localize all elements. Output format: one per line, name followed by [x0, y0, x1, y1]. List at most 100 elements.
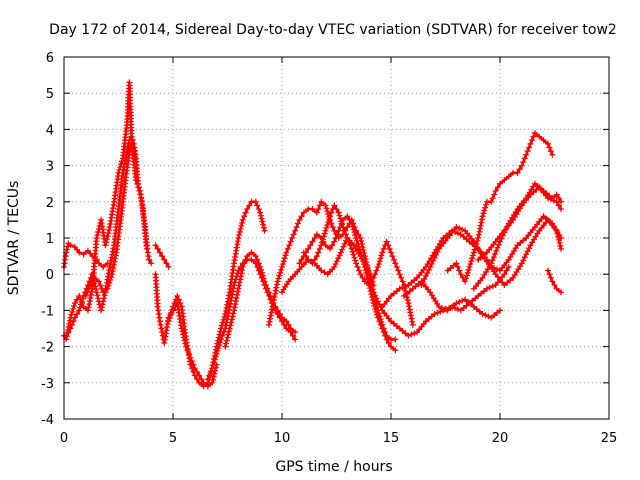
data-point-marker: [494, 184, 501, 191]
data-point-marker: [296, 260, 303, 267]
data-point-marker: [326, 245, 333, 252]
data-point-marker: [252, 253, 259, 260]
data-point-marker: [108, 271, 115, 278]
data-point-marker: [213, 350, 220, 357]
data-point-marker: [316, 202, 323, 209]
data-point-marker: [531, 130, 538, 137]
data-point-marker: [520, 257, 527, 264]
data-point-marker: [266, 318, 273, 325]
data-point-marker: [489, 283, 496, 290]
data-point-marker: [372, 271, 379, 278]
data-point-marker: [279, 261, 286, 268]
data-point-marker: [524, 148, 531, 155]
data-point-marker: [434, 309, 441, 316]
data-point-marker: [222, 343, 229, 350]
data-point-marker: [238, 270, 245, 277]
data-point-marker: [272, 290, 279, 297]
data-point-marker: [260, 224, 267, 231]
data-point-marker: [370, 300, 377, 307]
data-point-marker: [79, 295, 86, 302]
x-tick-label: 0: [60, 431, 68, 446]
data-point-marker: [91, 274, 98, 281]
data-point-marker: [427, 263, 434, 270]
y-tick-label: -1: [41, 304, 54, 319]
data-point-marker: [491, 191, 498, 198]
data-point-marker: [229, 313, 236, 320]
data-point-marker: [207, 368, 214, 375]
y-axis-label: SDTVAR / TECUs: [6, 181, 22, 296]
data-point-marker: [292, 336, 299, 343]
data-point-marker: [154, 245, 161, 252]
data-point-marker: [300, 209, 307, 216]
data-point-marker: [435, 303, 442, 310]
data-point-marker: [405, 332, 412, 339]
data-point-marker: [223, 337, 230, 344]
data-point-marker: [277, 269, 284, 276]
data-point-marker: [187, 361, 194, 368]
data-point-marker: [346, 216, 353, 223]
data-point-marker: [103, 236, 110, 243]
data-point-marker: [523, 151, 530, 158]
data-point-marker: [109, 248, 116, 255]
data-point-marker: [107, 260, 114, 267]
data-point-marker: [225, 331, 232, 338]
data-point-marker: [549, 151, 556, 158]
data-point-marker: [325, 219, 332, 226]
data-point-marker: [193, 376, 200, 383]
data-point-marker: [223, 340, 230, 347]
data-point-marker: [242, 209, 249, 216]
data-point-marker: [374, 311, 381, 318]
data-point-marker: [526, 245, 533, 252]
x-tick-label: 5: [169, 431, 177, 446]
data-point-marker: [216, 331, 223, 338]
data-point-marker: [324, 208, 331, 215]
data-point-marker: [98, 285, 105, 292]
data-point-marker: [110, 264, 117, 271]
data-point-marker: [106, 279, 113, 286]
data-point-marker: [474, 237, 481, 244]
data-point-marker: [269, 303, 276, 310]
data-point-marker: [354, 240, 361, 247]
data-point-marker: [373, 308, 380, 315]
data-point-marker: [159, 253, 166, 260]
data-point-marker: [530, 133, 537, 140]
y-tick-label: 6: [46, 51, 54, 66]
data-point-marker: [479, 311, 486, 318]
data-point-marker: [409, 321, 416, 328]
data-point-marker: [296, 216, 303, 223]
data-point-marker: [239, 216, 246, 223]
data-point-marker: [105, 230, 112, 237]
data-point-marker: [204, 376, 211, 383]
data-point-marker: [376, 258, 383, 265]
y-tick-label: 3: [46, 160, 54, 175]
data-point-marker: [105, 282, 112, 289]
data-point-marker: [389, 253, 396, 260]
data-point-marker: [71, 303, 78, 310]
data-point-marker: [85, 304, 92, 311]
data-point-marker: [528, 137, 535, 144]
data-point-marker: [319, 236, 326, 243]
data-point-marker: [248, 249, 255, 256]
data-point-marker: [475, 235, 482, 241]
data-point-marker: [333, 258, 340, 265]
data-point-marker: [459, 274, 466, 281]
data-point-marker: [227, 322, 234, 329]
data-point-marker: [453, 224, 460, 231]
data-point-marker: [399, 284, 406, 291]
data-point-marker: [470, 249, 477, 256]
data-point-marker: [200, 383, 207, 390]
track-20: [475, 184, 565, 263]
data-point-marker: [177, 300, 184, 307]
data-point-marker: [339, 221, 346, 228]
data-point-marker: [405, 300, 412, 307]
data-point-marker: [419, 279, 426, 286]
series-line: [380, 218, 563, 309]
data-point-marker: [315, 206, 322, 213]
data-point-marker: [289, 332, 296, 339]
data-point-marker: [411, 330, 418, 337]
data-point-marker: [165, 318, 172, 325]
data-point-marker: [171, 300, 178, 307]
data-point-marker: [354, 263, 361, 270]
data-point-marker: [348, 245, 355, 252]
